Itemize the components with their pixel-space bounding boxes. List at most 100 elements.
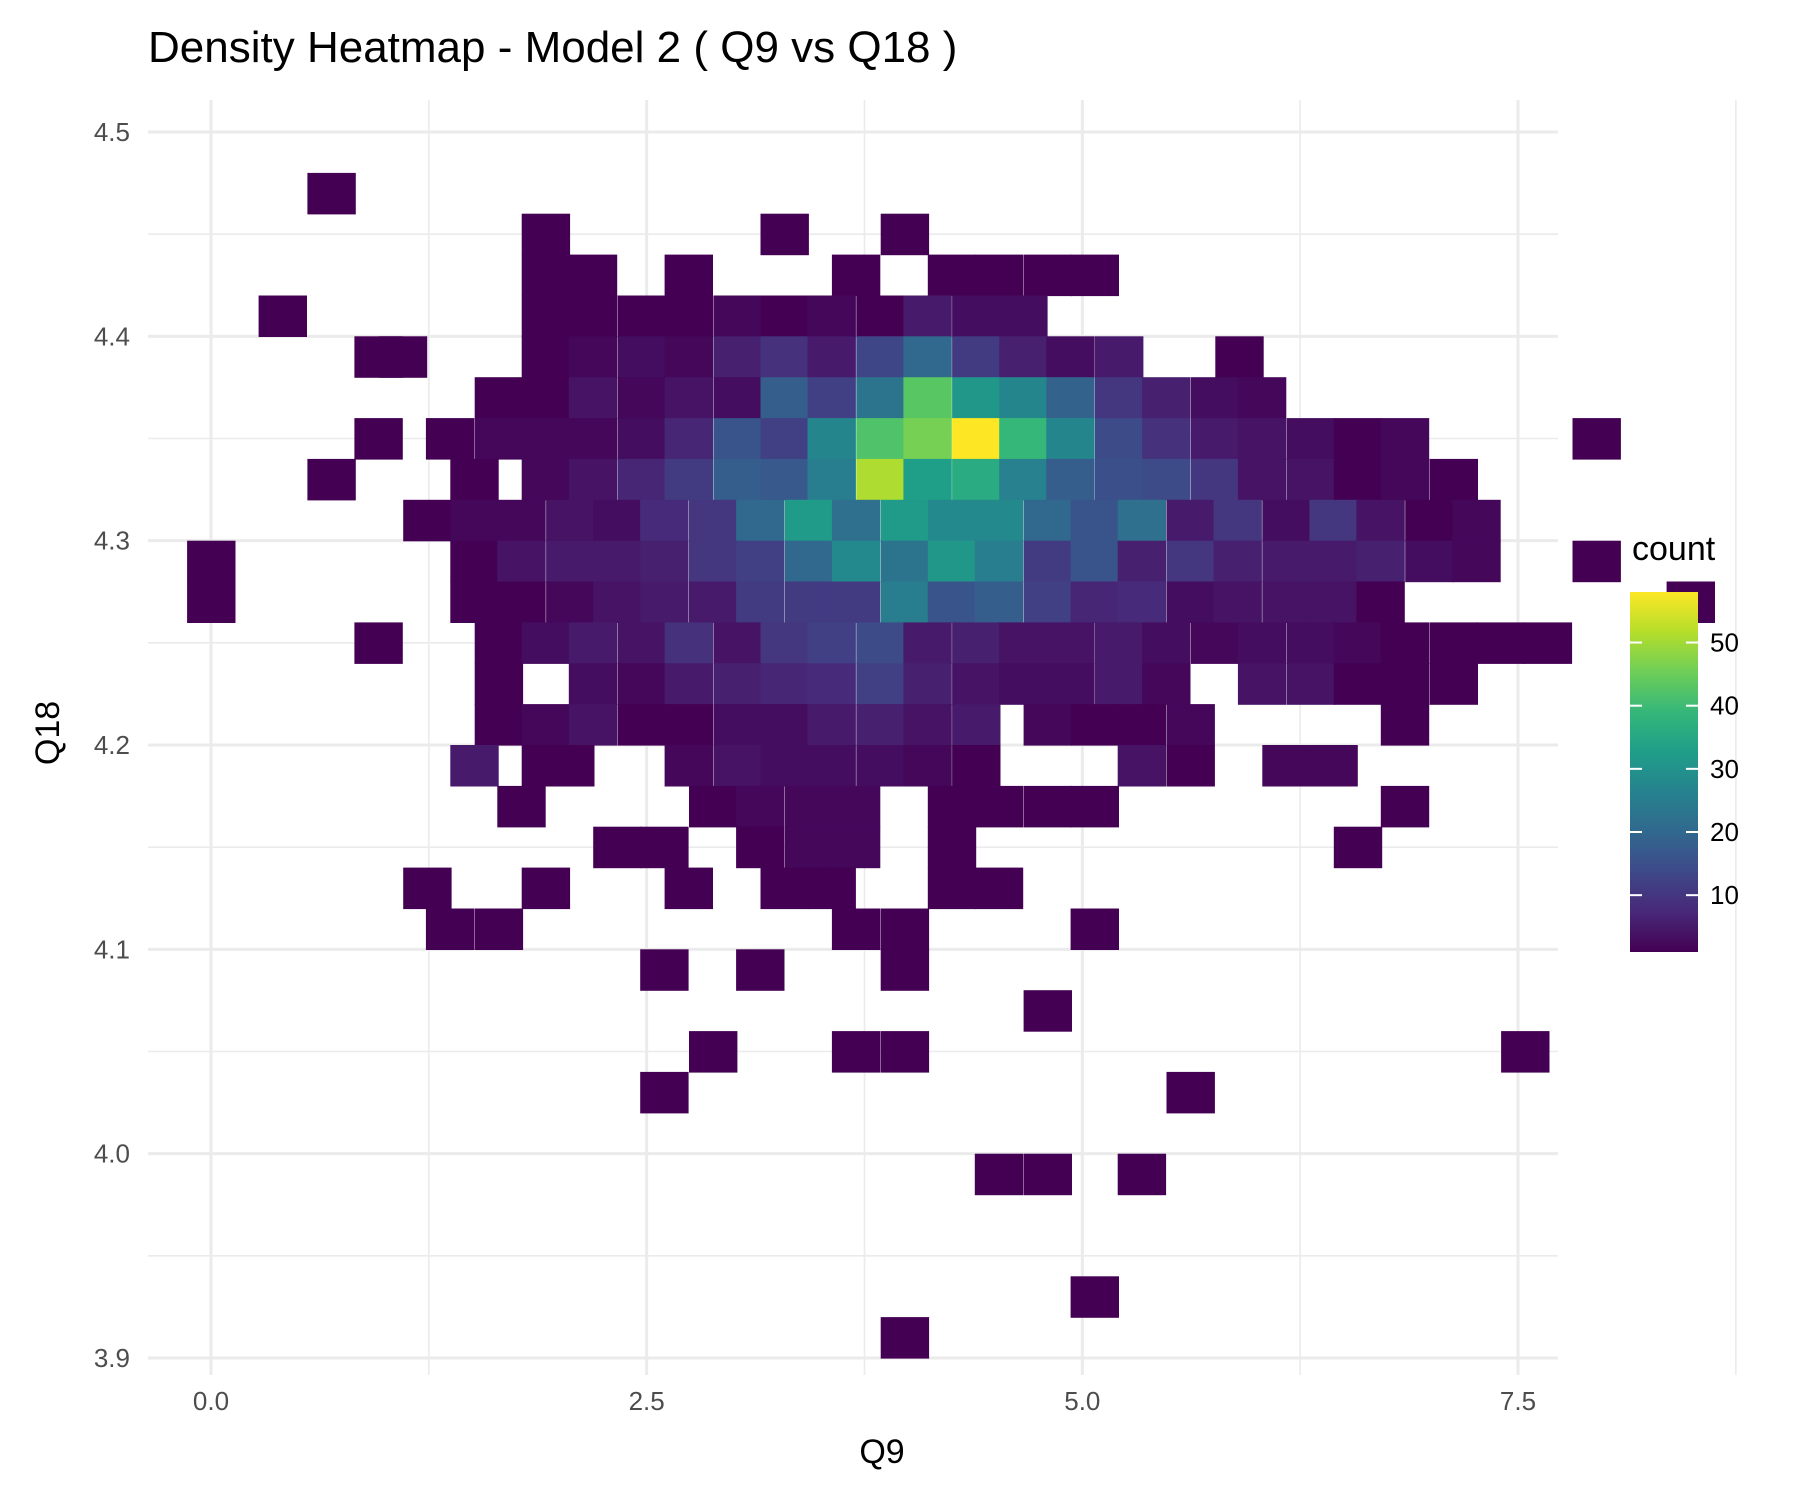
- heatmap-cell: [974, 867, 1024, 910]
- heatmap-cell: [974, 499, 1024, 542]
- y-tick-label: 4.4: [94, 321, 130, 351]
- heatmap-cell: [1046, 458, 1095, 501]
- heatmap-cell: [689, 785, 738, 828]
- heatmap-cell: [903, 377, 952, 419]
- heatmap-cell: [521, 213, 571, 256]
- heatmap-cell: [952, 336, 1001, 378]
- heatmap-cell: [474, 418, 524, 460]
- heatmap-cell: [1070, 785, 1119, 828]
- heatmap-cell: [664, 254, 713, 297]
- heatmap-cell: [1166, 499, 1215, 542]
- heatmap-cell: [1237, 458, 1287, 501]
- heatmap-cell: [568, 254, 618, 297]
- legend: count 10 20 30 40 50: [1630, 530, 1739, 952]
- heatmap-cell: [1380, 785, 1430, 828]
- heatmap-cell: [713, 622, 762, 664]
- heatmap-cell: [784, 499, 834, 542]
- heatmap-cell: [760, 704, 809, 746]
- heatmap-cell: [450, 458, 499, 501]
- heatmap-cell: [1095, 418, 1144, 460]
- heatmap-cell: [521, 418, 571, 460]
- heatmap-cell: [807, 622, 856, 664]
- heatmap-cell: [1095, 663, 1144, 705]
- heatmap-cell: [1070, 581, 1119, 623]
- heatmap-cell: [784, 785, 834, 828]
- heatmap-cell: [760, 295, 809, 337]
- heatmap-cell: [1046, 663, 1095, 705]
- legend-tick-label: 30: [1710, 754, 1739, 784]
- legend-tick-label: 40: [1710, 691, 1739, 721]
- heatmap-cell: [1380, 458, 1430, 501]
- heatmap-cell: [1023, 1153, 1072, 1196]
- heatmap-cell: [617, 295, 666, 337]
- heatmap-cell: [713, 377, 762, 419]
- heatmap-cell: [1356, 499, 1405, 542]
- heatmap-cell: [831, 785, 881, 828]
- heatmap-cell: [1117, 540, 1167, 583]
- heatmap-cell: [664, 867, 713, 910]
- heatmap-cell: [1572, 418, 1621, 460]
- heatmap-cell: [856, 418, 905, 460]
- heatmap-cell: [1046, 622, 1095, 664]
- heatmap-cell: [1117, 745, 1167, 787]
- x-axis-ticks: 0.0 2.5 5.0 7.5: [193, 1386, 1536, 1416]
- y-axis-label: Q18: [29, 701, 67, 765]
- heatmap-cell: [999, 295, 1048, 337]
- heatmap-cell: [713, 663, 762, 705]
- heatmap-cell: [1095, 458, 1144, 501]
- heatmap-cell: [521, 704, 571, 746]
- chart-title: Density Heatmap - Model 2 ( Q9 vs Q18 ): [148, 23, 957, 72]
- heatmap-cell: [1166, 1071, 1215, 1114]
- heatmap-cell: [1023, 254, 1072, 297]
- heatmap-cell: [474, 622, 524, 664]
- heatmap-cell: [831, 826, 881, 869]
- heatmap-cell: [903, 418, 952, 460]
- heatmap-cell: [640, 499, 689, 542]
- heatmap-cell: [258, 295, 307, 337]
- heatmap-cell: [903, 622, 952, 664]
- x-tick-label: 2.5: [629, 1386, 665, 1416]
- heatmap-cell: [378, 336, 428, 378]
- heatmap-cell: [664, 377, 713, 419]
- heatmap-cell: [880, 1031, 930, 1073]
- heatmap-cell: [521, 867, 571, 910]
- heatmap-cell: [497, 581, 546, 623]
- heatmap-cell: [664, 745, 713, 787]
- heatmap-cell: [497, 499, 546, 542]
- heatmap-cell: [1215, 336, 1264, 378]
- heatmap-cell: [807, 704, 856, 746]
- heatmap-cell: [450, 745, 499, 787]
- heatmap-cell: [1237, 622, 1287, 664]
- heatmap-cell: [1166, 540, 1215, 583]
- heatmap-cell: [880, 581, 930, 623]
- heatmap-cell: [354, 418, 403, 460]
- heatmap-cell: [831, 254, 881, 297]
- x-axis-label: Q9: [859, 1433, 904, 1471]
- legend-tick-label: 10: [1710, 880, 1739, 910]
- heatmap-cell: [474, 908, 524, 950]
- heatmap-cell: [807, 458, 856, 501]
- heatmap-cell: [1356, 540, 1405, 583]
- heatmap-cell: [1190, 622, 1240, 664]
- heatmap-cell: [784, 826, 834, 869]
- heatmap-cell: [1166, 581, 1215, 623]
- heatmap-cell: [807, 745, 856, 787]
- heatmap-cell: [521, 377, 571, 419]
- heatmap-cell: [760, 336, 809, 378]
- heatmap-cell: [807, 867, 856, 910]
- heatmap-cell: [952, 458, 1001, 501]
- heatmap-cell: [713, 745, 762, 787]
- heatmap-cell: [1142, 458, 1191, 501]
- heatmap-cell: [1166, 704, 1215, 746]
- legend-tick-label: 20: [1710, 817, 1739, 847]
- heatmap-cell: [856, 663, 905, 705]
- heatmap-cell: [689, 581, 738, 623]
- heatmap-cell: [1452, 499, 1501, 542]
- heatmap-cell: [1286, 458, 1336, 501]
- heatmap-cell: [1023, 990, 1072, 1032]
- heatmap-cell: [880, 499, 930, 542]
- heatmap-cell: [807, 336, 856, 378]
- x-tick-label: 0.0: [193, 1386, 229, 1416]
- heatmap-cell: [952, 377, 1001, 419]
